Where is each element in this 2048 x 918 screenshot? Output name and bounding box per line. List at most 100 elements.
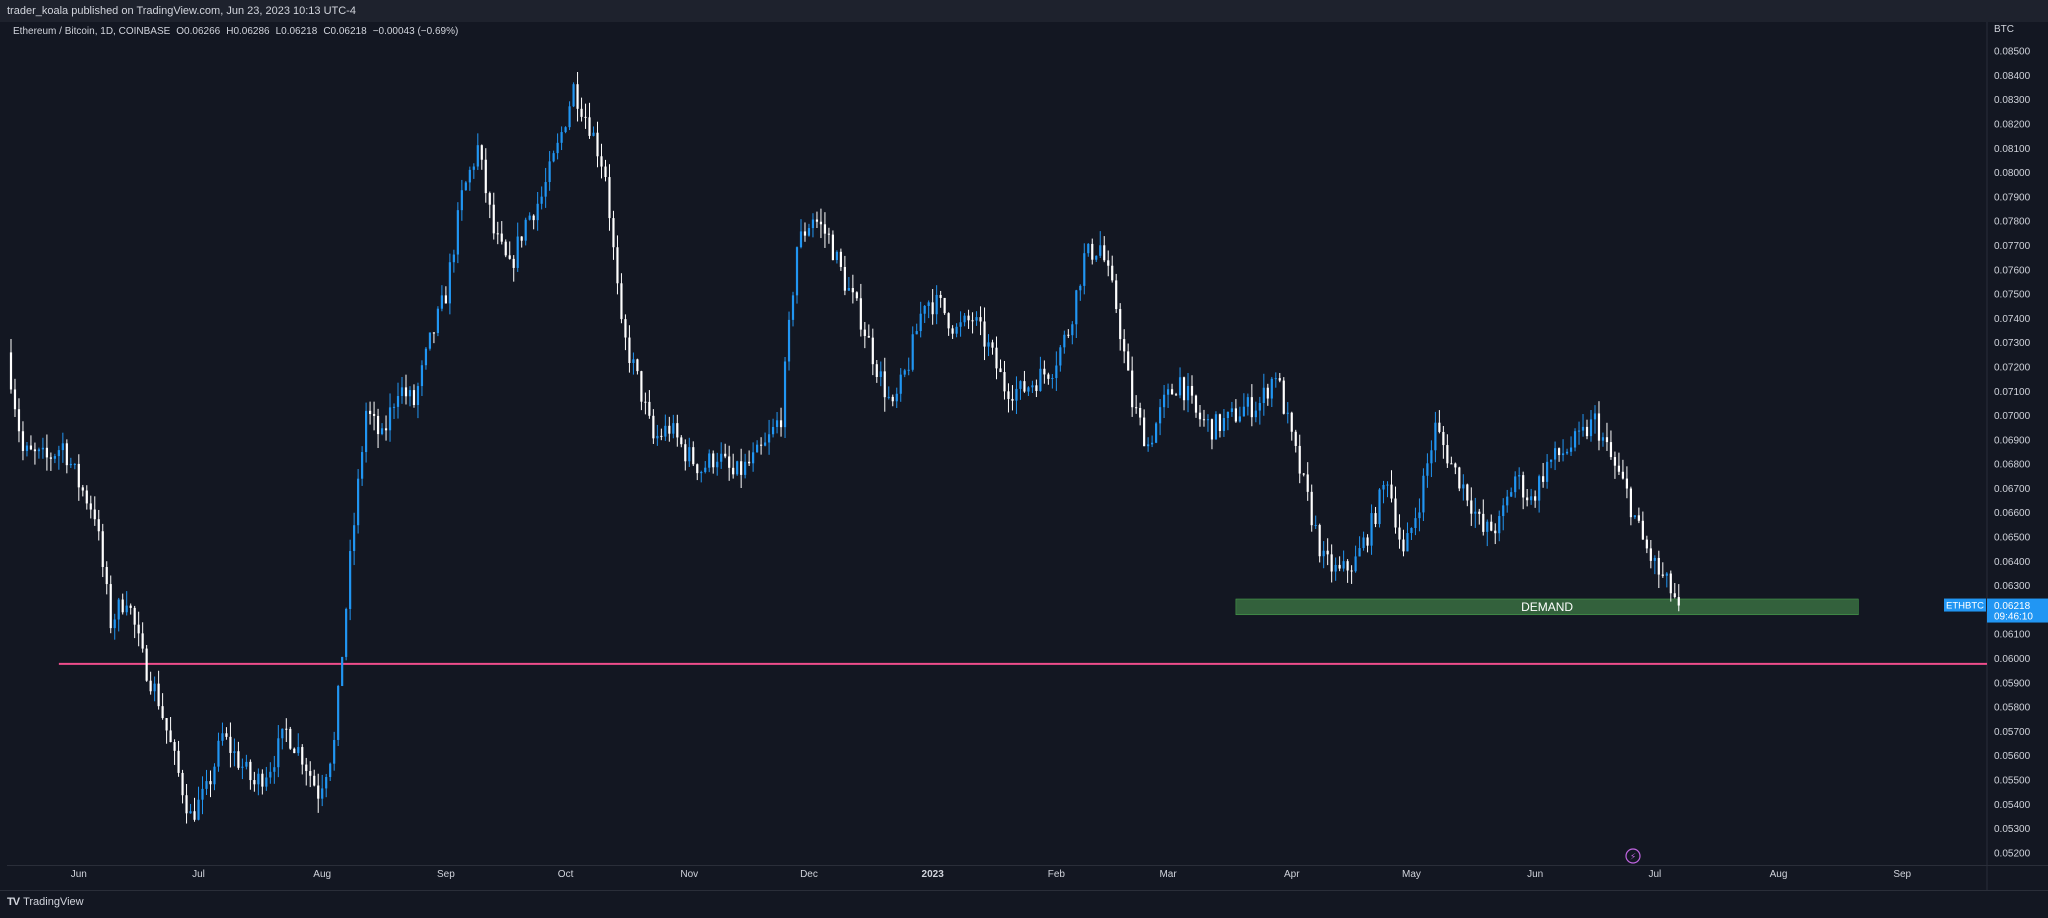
candle-body [1314, 525, 1317, 527]
candle-body [664, 425, 667, 437]
price-tick-label: 0.07200 [1994, 362, 2031, 373]
candle-body [536, 203, 539, 221]
price-tick-label: 0.07100 [1994, 387, 2031, 398]
candle-body [321, 788, 324, 799]
chart-area[interactable]: BTC 0.08500 0.08400 0.08300 0.08200 0.08100 0.… [7, 22, 2048, 890]
time-tick-label: Sep [437, 869, 455, 880]
candle-body [1637, 515, 1640, 521]
candle-body [1677, 597, 1680, 606]
candle-body [1534, 496, 1537, 501]
candle-body [1550, 459, 1553, 462]
candle-body [1174, 394, 1178, 396]
candle-body [345, 608, 348, 657]
price-tick-label: 0.05400 [1994, 800, 2031, 811]
candle-body [13, 389, 17, 410]
candle-body [999, 368, 1002, 373]
candle-body [1450, 463, 1453, 465]
candle-body [93, 509, 96, 520]
candle-body [205, 781, 208, 789]
candle-body [1514, 476, 1517, 493]
candle-body [520, 236, 523, 241]
candle-body [89, 503, 92, 510]
candle-body [871, 337, 874, 365]
candle-body [923, 305, 926, 314]
candle-body [1139, 407, 1142, 418]
candle-body [1522, 475, 1525, 498]
candle-body [676, 423, 679, 438]
candle-body [1079, 285, 1082, 291]
candle-body [241, 766, 244, 768]
candle-body [1310, 491, 1313, 526]
candle-body [1390, 484, 1393, 499]
candle-body [1490, 521, 1493, 531]
candle-body [456, 210, 459, 255]
candle-body [1083, 253, 1086, 286]
candle-body [1119, 309, 1122, 340]
candle-body [592, 132, 595, 136]
candle-body [724, 453, 727, 457]
candle-body [815, 219, 819, 222]
candle-body [740, 461, 743, 475]
time-tick-label: Jul [192, 869, 205, 880]
candle-body [65, 443, 68, 466]
candle-body [1226, 411, 1230, 419]
candle-body [396, 396, 400, 407]
candle-body [1374, 513, 1377, 525]
candle-body [1087, 243, 1090, 254]
candle-body [404, 387, 408, 397]
candle-body [851, 288, 854, 293]
candle-body [109, 584, 112, 629]
candle-body [305, 764, 308, 772]
candle-body [672, 423, 675, 434]
candle-body [1123, 339, 1126, 352]
candle-body [1202, 419, 1206, 421]
candle-body [1494, 530, 1497, 534]
candle-body [1530, 496, 1533, 501]
candle-body [1011, 398, 1014, 401]
candle-body [552, 153, 555, 162]
time-tick-label: Nov [680, 869, 698, 880]
candle-body [368, 410, 372, 414]
candle-body [967, 315, 970, 321]
candle-body [313, 775, 316, 786]
candle-body [799, 231, 803, 248]
candle-body [1510, 492, 1513, 497]
candle-body [277, 738, 280, 768]
price-tick-label: 0.07300 [1994, 338, 2031, 349]
candle-body [1143, 417, 1146, 447]
candle-body [1434, 422, 1437, 451]
price-tick-label: 0.08500 [1994, 47, 2031, 58]
candle-body [1178, 377, 1182, 396]
candle-body [1190, 385, 1194, 396]
price-tick-label: 0.06800 [1994, 460, 2031, 471]
candle-body [129, 605, 132, 608]
candle-body [1506, 496, 1509, 506]
candle-body [1326, 550, 1329, 555]
candle-body [309, 771, 312, 776]
candle-body [544, 182, 547, 197]
candle-body [484, 159, 487, 194]
candle-body [333, 739, 336, 764]
candle-body [1186, 385, 1190, 401]
candle-body [584, 116, 587, 118]
price-chart[interactable]: BTC 0.08500 0.08400 0.08300 0.08200 0.08100 0.… [7, 22, 2048, 890]
candle-body [225, 733, 228, 737]
candle-body [1115, 280, 1118, 310]
candle-body [640, 371, 643, 402]
price-tick-label: 0.06100 [1994, 630, 2031, 641]
candle-body [436, 308, 440, 334]
candle-body [1442, 431, 1445, 446]
candle-body [895, 393, 898, 402]
candle-body [1462, 484, 1465, 489]
candle-body [931, 302, 934, 315]
candle-body [887, 396, 890, 398]
tradingview-logo[interactable]: TV TradingView [7, 896, 84, 908]
price-tick-label: 0.06000 [1994, 654, 2031, 665]
candle-body [1127, 351, 1130, 371]
candle-body [1649, 548, 1652, 561]
candle-body [269, 771, 272, 778]
candle-body [105, 567, 108, 585]
candle-body [1470, 500, 1473, 514]
ohlc-change: −0.00043 (−0.69%) [372, 26, 459, 37]
candle-body [400, 387, 404, 397]
